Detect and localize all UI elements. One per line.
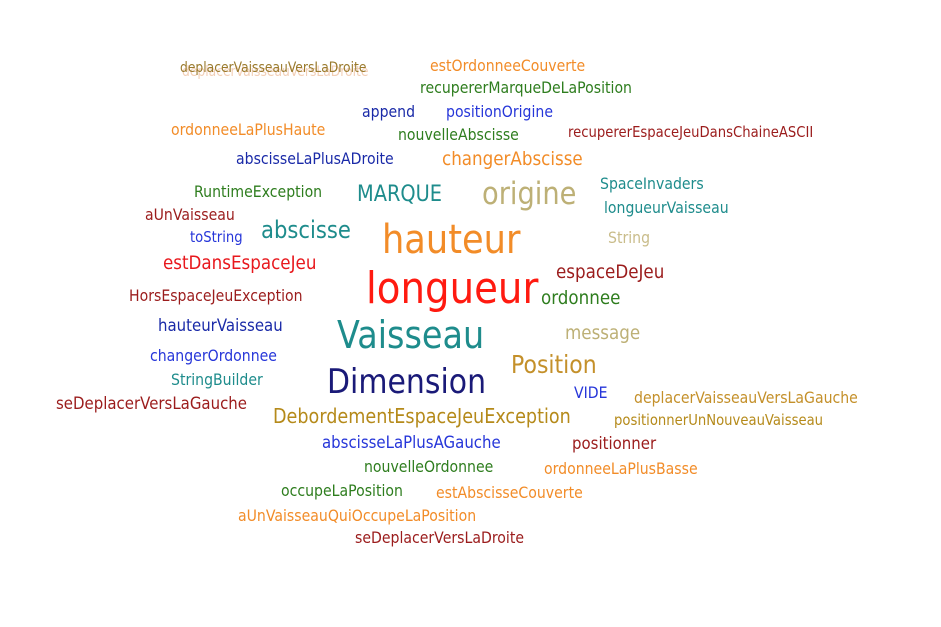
word-dimension: Dimension: [327, 362, 487, 402]
word-deplacer-vaisseau-vers-la-droite: deplacerVaisseauVersLaDroite: [180, 60, 367, 76]
word-to-string: toString: [190, 228, 243, 246]
word-a-un-vaisseau-qui-occupe-la-position: aUnVaisseauQuiOccupeLaPosition: [238, 506, 477, 525]
word-ordonnee-la-plus-basse: ordonneeLaPlusBasse: [544, 459, 698, 478]
word-hauteur: hauteur: [382, 217, 521, 263]
word-changer-abscisse: changerAbscisse: [442, 148, 583, 170]
word-origine: origine: [482, 176, 577, 212]
word-positionner-un-nouveau-vaisseau: positionnerUnNouveauVaisseau: [614, 411, 824, 429]
word-debordement-espace-jeu-exception: DebordementEspaceJeuException: [273, 404, 571, 428]
word-deplacer-vaisseau-vers-la-gauche: deplacerVaisseauVersLaGauche: [634, 388, 858, 407]
word-recuperer-espace-jeu-dans-chaine-ascii: recupererEspaceJeuDansChaineASCII: [568, 123, 814, 141]
word-longueur: longueur: [366, 263, 539, 314]
word-est-ordonnee-couverte: estOrdonneeCouverte: [430, 56, 586, 75]
word-position: Position: [511, 350, 597, 379]
word-vide: VIDE: [574, 383, 608, 402]
word-abscisse: abscisse: [261, 216, 351, 244]
word-se-deplacer-vers-la-gauche: seDeplacerVersLaGauche: [56, 394, 248, 414]
word-a-un-vaisseau: aUnVaisseau: [145, 205, 235, 224]
word-occupe-la-position: occupeLaPosition: [281, 481, 403, 500]
word-longueur-vaisseau: longueurVaisseau: [604, 198, 729, 217]
word-space-invaders: SpaceInvaders: [600, 174, 704, 193]
word-changer-ordonnee: changerOrdonnee: [150, 346, 277, 365]
word-vaisseau: Vaisseau: [337, 313, 485, 357]
word-hors-espace-jeu-exception: HorsEspaceJeuException: [129, 286, 303, 305]
word-est-abscisse-couverte: estAbscisseCouverte: [436, 483, 583, 502]
word-string-builder: StringBuilder: [171, 370, 263, 389]
word-abscisse-la-plus-a-droite: abscisseLaPlusADroite: [236, 149, 394, 168]
word-espace-de-jeu: espaceDeJeu: [556, 261, 665, 283]
word-string: String: [608, 228, 651, 247]
word-positionner: positionner: [572, 434, 657, 454]
word-nouvelle-ordonnee: nouvelleOrdonnee: [364, 457, 494, 476]
word-recuperer-marque-de-la-position: recupererMarqueDeLaPosition: [420, 78, 632, 97]
word-runtime-exception: RuntimeException: [194, 182, 323, 201]
word-append: append: [362, 102, 416, 121]
word-se-deplacer-vers-la-droite: seDeplacerVersLaDroite: [355, 528, 525, 547]
word-message: message: [565, 322, 641, 344]
word-hauteur-vaisseau: hauteurVaisseau: [158, 316, 283, 336]
word-ordonnee: ordonnee: [541, 287, 621, 309]
word-marque: MARQUE: [357, 182, 443, 207]
word-deplacer-vaisseau-vers-la-droite-shadow: deplacerVaisseauVersLaDroite: [182, 64, 369, 80]
word-ordonnee-la-plus-haute: ordonneeLaPlusHaute: [171, 120, 326, 139]
word-nouvelle-abscisse: nouvelleAbscisse: [398, 125, 519, 144]
word-abscisse-la-plus-a-gauche: abscisseLaPlusAGauche: [322, 433, 501, 453]
word-position-origine: positionOrigine: [446, 102, 553, 121]
word-est-dans-espace-jeu: estDansEspaceJeu: [163, 252, 317, 274]
